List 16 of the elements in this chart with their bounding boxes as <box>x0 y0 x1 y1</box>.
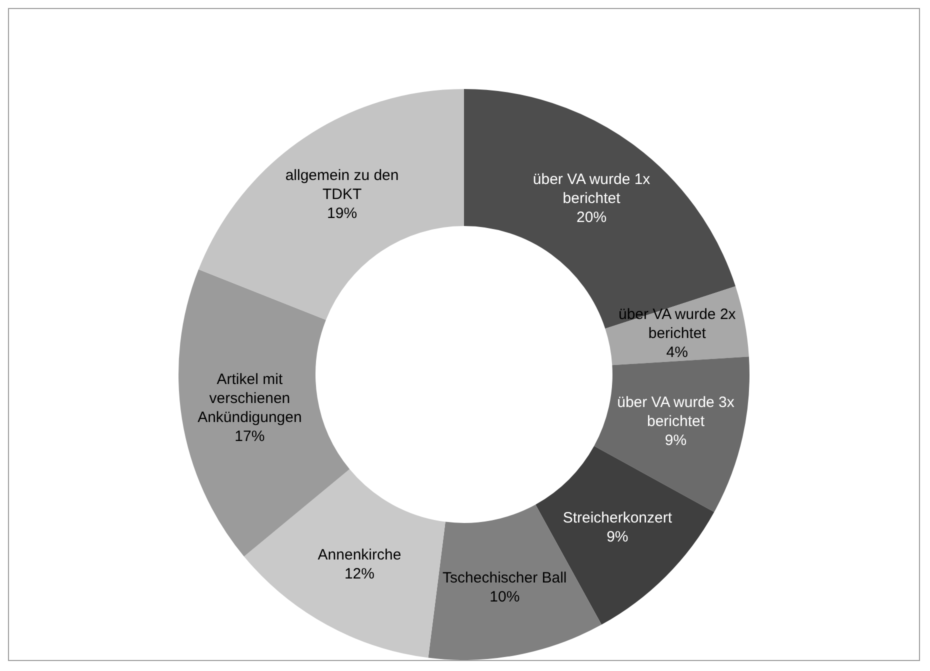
data-label: 9% <box>606 528 628 546</box>
slice-label: Tschechischer Ball <box>442 569 567 586</box>
data-label: 17% <box>234 428 265 446</box>
data-label: 19% <box>327 205 358 222</box>
data-label: 4% <box>666 344 688 361</box>
data-label: 20% <box>576 209 607 226</box>
data-label: 12% <box>344 565 374 582</box>
slice-label: über VA wurde 1x berichtet <box>532 171 651 208</box>
data-label: 9% <box>664 432 687 449</box>
slice-label: über VA wurde 3x berichtet <box>617 394 735 430</box>
slice-label: Annenkirche <box>318 546 402 564</box>
slice-label: über VA wurde 2x berichtet <box>618 306 736 342</box>
data-label: 10% <box>490 588 520 606</box>
slice-label: allgemein zu den TDKT <box>285 167 399 204</box>
slice-label: Artikel mit verschienen Ankündigungen <box>198 371 302 426</box>
slice-label: Streicherkonzert <box>562 510 673 527</box>
